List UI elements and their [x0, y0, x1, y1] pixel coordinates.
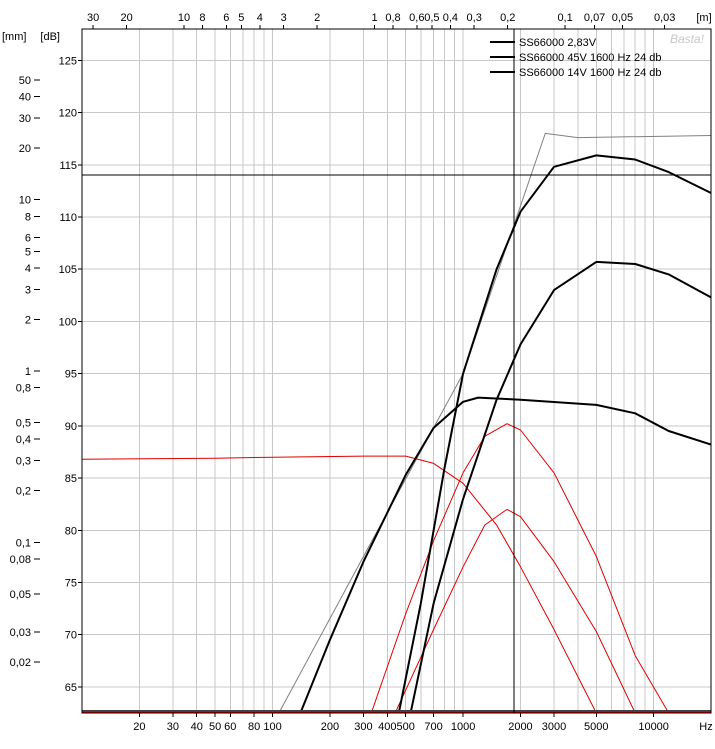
mm-tick-label: 2: [25, 314, 31, 326]
excursion-curve-4: [82, 455, 597, 713]
legend-entry: SS66000 45V 1600 Hz 24 db: [519, 52, 662, 64]
x-tick-label: 3000: [542, 721, 566, 733]
x-tick-label: 200: [321, 721, 339, 733]
top-tick-label: 0,05: [612, 12, 633, 24]
mm-tick-label: 20: [19, 143, 31, 155]
y-tick-label: 80: [65, 525, 77, 537]
top-tick-label: 0,1: [557, 12, 572, 24]
legend: SS66000 2,83V SS66000 45V 1600 Hz 24 db SS…: [490, 37, 662, 79]
mm-tick-label: 5: [25, 246, 31, 258]
legend-entry: SS66000 2,83V: [519, 37, 597, 49]
x-tick-label: 20: [133, 721, 145, 733]
y-tick-label: 110: [59, 212, 77, 224]
y-tick-label: 70: [65, 630, 77, 642]
top-tick-label: 20: [121, 12, 133, 24]
excursion-curve-5: [370, 423, 670, 713]
x-tick-label: 700: [424, 721, 442, 733]
top-tick-label: 0,03: [654, 12, 675, 24]
y-tick-label: 75: [65, 577, 77, 589]
top-tick-label: 0,3: [467, 12, 482, 24]
mm-tick-label: 0,03: [10, 627, 31, 639]
mm-tick-label: 30: [19, 113, 31, 125]
excursion-curve-6: [394, 508, 636, 713]
mm-tick-label: 3: [25, 284, 31, 296]
top-tick-label: 10: [178, 12, 190, 24]
mm-unit-label: [mm]: [2, 31, 26, 43]
mm-tick-label: 1: [25, 366, 31, 378]
y-unit-label: [dB]: [40, 31, 60, 43]
x-tick-label: 5000: [584, 721, 608, 733]
top-tick-label: 0,4: [443, 12, 458, 24]
x-tick-label: 30: [167, 721, 179, 733]
x-unit-label: Hz: [699, 721, 712, 733]
mm-tick-label: 4: [25, 263, 31, 275]
x-tick-label: 50: [209, 721, 221, 733]
mm-tick-label: 0,8: [16, 383, 31, 395]
top-tick-label: 30: [87, 12, 99, 24]
top-tick-label: 0,5: [424, 12, 439, 24]
spl-curve-2: [397, 154, 711, 713]
top-tick-label: 4: [257, 12, 263, 24]
x-tick-label: 2000: [508, 721, 532, 733]
mm-tick-label: 0,3: [16, 456, 31, 468]
mm-tick-label: 0,02: [10, 657, 31, 669]
grid-lines: [82, 29, 712, 713]
y-tick-label: 100: [59, 316, 77, 328]
top-tick-label: 0,07: [584, 12, 605, 24]
x-tick-label: 500: [397, 721, 415, 733]
legend-entry: SS66000 14V 1600 Hz 24 db: [519, 67, 662, 79]
mm-tick-label: 0,5: [16, 418, 31, 430]
top-tick-label: 0,8: [385, 12, 400, 24]
axes: 20 30 40 50 60 80 100 200 300 400 500 700 1000 2000 30…: [2, 12, 713, 733]
top-tick-label: 2: [314, 12, 320, 24]
mm-tick-label: 0,1: [16, 537, 31, 549]
top-tick-label: 3: [281, 12, 287, 24]
x-tick-label: 300: [354, 721, 372, 733]
mm-tick-label: 8: [25, 211, 31, 223]
spl-curve-3: [409, 260, 711, 713]
y-tick-label: 105: [59, 264, 77, 276]
top-tick-label: 1: [371, 12, 377, 24]
x-tick-label: 60: [224, 721, 236, 733]
mm-tick-label: 50: [19, 75, 31, 87]
y-tick-label: 85: [65, 473, 77, 485]
y-tick-label: 65: [65, 682, 77, 694]
crosshair-cursor[interactable]: [82, 29, 711, 713]
spl-curve-1: [299, 396, 711, 713]
mm-tick-label: 0,4: [16, 434, 31, 446]
x-tick-label: 40: [191, 721, 203, 733]
top-tick-label: 5: [238, 12, 244, 24]
watermark: Basta!: [670, 32, 705, 46]
top-unit-label: [m]: [696, 12, 711, 24]
plot-frame: [81, 28, 712, 714]
x-tick-label: 10000: [638, 721, 669, 733]
x-tick-label: 80: [248, 721, 260, 733]
mm-tick-label: 0,05: [10, 589, 31, 601]
top-tick-label: 8: [199, 12, 205, 24]
reference-curve: [278, 132, 711, 713]
y-tick-label: 90: [65, 421, 77, 433]
y-tick-label: 95: [65, 369, 77, 381]
top-tick-label: 0,6: [409, 12, 424, 24]
mm-tick-label: 10: [19, 195, 31, 207]
curves: [82, 132, 711, 713]
x-tick-label: 1000: [451, 721, 475, 733]
mm-tick-label: 0,2: [16, 486, 31, 498]
y-tick-label: 115: [59, 160, 77, 172]
mm-tick-label: 0,08: [10, 554, 31, 566]
x-tick-label: 400: [378, 721, 396, 733]
top-tick-label: 0,2: [500, 12, 515, 24]
y-tick-label: 125: [59, 55, 77, 67]
top-tick-label: 6: [223, 12, 229, 24]
mm-tick-label: 6: [25, 233, 31, 245]
mm-tick-label: 40: [19, 92, 31, 104]
y-tick-label: 120: [59, 108, 77, 120]
x-tick-label: 100: [263, 721, 281, 733]
